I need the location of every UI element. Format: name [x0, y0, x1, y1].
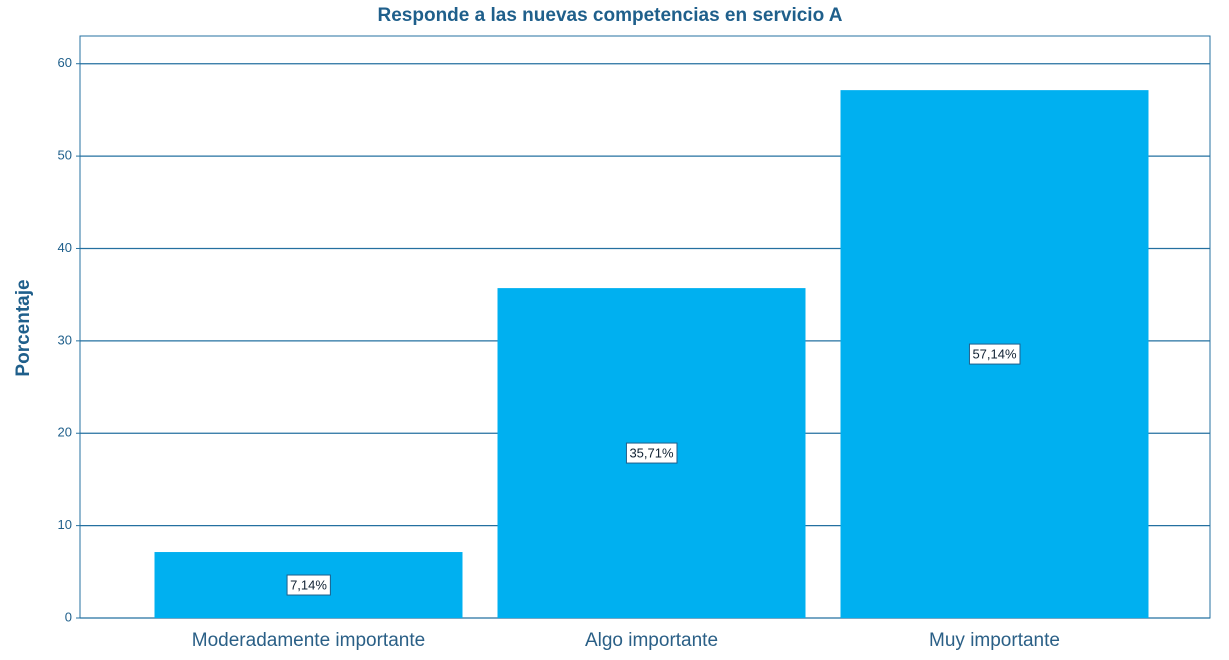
x-tick-label: Muy importante: [929, 630, 1060, 651]
data-label: 35,71%: [625, 442, 678, 464]
data-label-text: 57,14%: [972, 347, 1017, 362]
data-label: 57,14%: [968, 343, 1021, 365]
x-tick-label: Moderadamente importante: [192, 630, 425, 651]
data-label: 7,14%: [286, 574, 331, 596]
y-tick-label: 60: [58, 55, 72, 70]
y-tick-label: 50: [58, 148, 72, 163]
y-tick-label: 20: [58, 425, 72, 440]
y-tick-label: 0: [65, 609, 72, 624]
y-tick-label: 30: [58, 332, 72, 347]
chart-title: Responde a las nuevas competencias en se…: [378, 5, 843, 26]
label-box: [286, 574, 331, 596]
label-box: [625, 442, 678, 464]
data-label-text: 7,14%: [290, 577, 327, 592]
y-axis-label: Porcentaje: [13, 279, 34, 376]
label-box: [968, 343, 1021, 365]
data-label-text: 35,71%: [629, 445, 674, 460]
y-tick-label: 10: [58, 517, 72, 532]
y-tick-label: 40: [58, 240, 72, 255]
x-tick-label: Algo importante: [585, 630, 718, 651]
